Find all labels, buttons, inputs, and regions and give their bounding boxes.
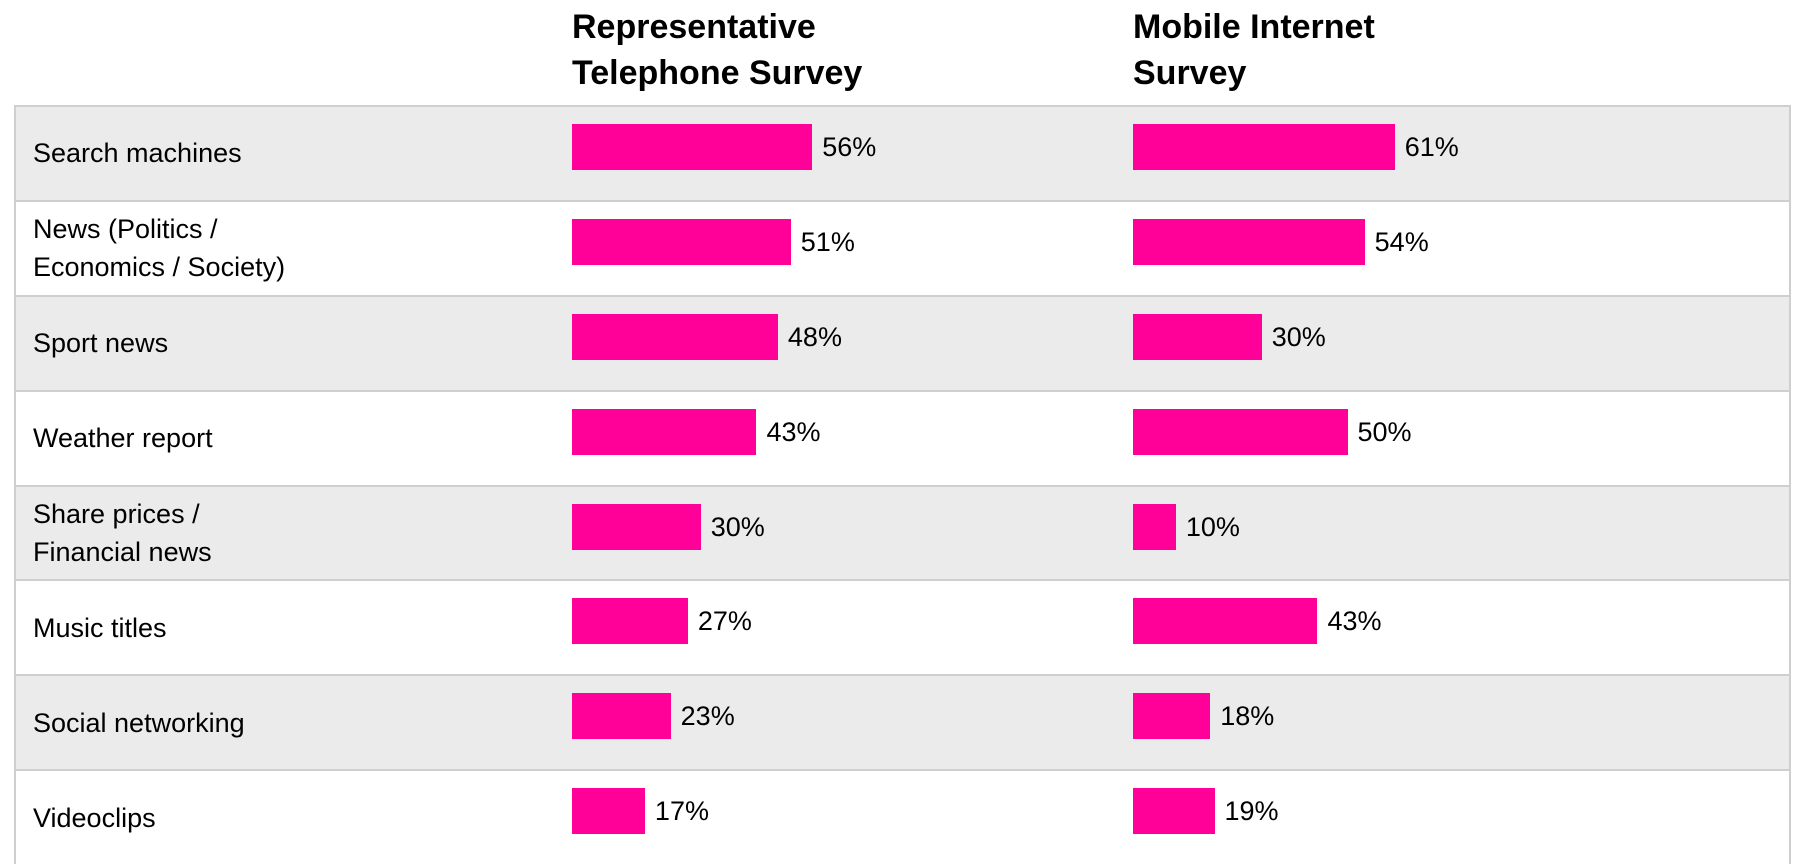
bar: [572, 788, 645, 835]
bar: [1133, 124, 1395, 170]
table-row: Videoclips 17% 19%: [14, 769, 1791, 864]
bar: [572, 503, 701, 550]
table-row: Social networking 23% 18%: [14, 674, 1791, 770]
bar: [1133, 408, 1348, 455]
value-label: 50%: [1357, 416, 1412, 447]
column-header: Mobile Internet Survey: [1133, 8, 1375, 92]
column-header: Representative Telephone Survey: [572, 8, 863, 92]
category-label: Videoclips: [33, 802, 156, 833]
bar: [572, 408, 757, 455]
bar: [1133, 598, 1318, 645]
table-row: Music titles 27% 43%: [14, 579, 1791, 674]
value-label: 18%: [1220, 701, 1275, 732]
bar: [572, 218, 791, 265]
table-row: News (Politics / Economics / Society) 51%…: [14, 199, 1791, 295]
value-label: 43%: [1327, 606, 1382, 637]
bar: [1133, 313, 1262, 360]
value-label: 43%: [766, 416, 821, 447]
category-label: Search machines: [33, 138, 242, 169]
category-label: News (Politics / Economics / Society): [33, 214, 286, 283]
value-label: 56%: [822, 132, 877, 162]
value-label: 54%: [1374, 226, 1429, 257]
value-label: 27%: [697, 606, 752, 637]
bar: [1133, 503, 1176, 550]
bar: [1133, 788, 1215, 835]
category-label: Sport news: [33, 328, 169, 359]
value-label: 23%: [680, 701, 735, 732]
category-label: Social networking: [33, 707, 245, 738]
category-label: Music titles: [33, 612, 167, 643]
table-row: Sport news 48% 30%: [14, 294, 1791, 390]
table-row: Share prices / Financial news 30% 10%: [14, 484, 1791, 580]
table-row: Search machines 56% 61%: [14, 105, 1791, 200]
value-label: 30%: [710, 511, 765, 542]
category-label: Weather report: [33, 423, 213, 454]
table-row: Weather report 43% 50%: [14, 389, 1791, 485]
bar: [572, 313, 778, 360]
value-label: 19%: [1224, 796, 1279, 827]
value-label: 61%: [1404, 132, 1459, 162]
value-label: 48%: [787, 321, 842, 352]
bar: [1133, 693, 1211, 740]
bar: [572, 124, 813, 170]
value-label: 30%: [1271, 321, 1326, 352]
bar: [1133, 218, 1365, 265]
bar: [572, 598, 688, 645]
category-label: Share prices / Financial news: [33, 498, 212, 567]
bar: [572, 693, 671, 740]
value-label: 51%: [800, 226, 855, 257]
value-label: 10%: [1185, 511, 1240, 542]
value-label: 17%: [654, 796, 709, 827]
